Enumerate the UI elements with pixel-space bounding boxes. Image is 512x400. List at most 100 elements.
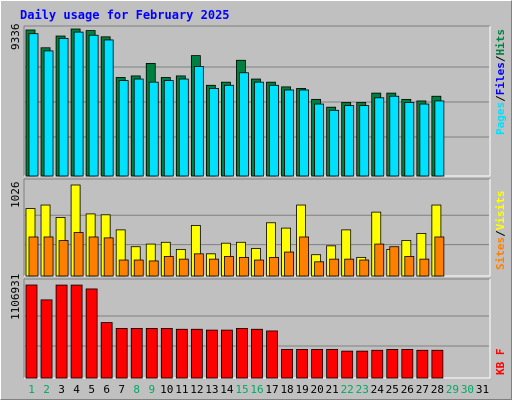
sites-bar-day-5: [88, 236, 99, 277]
files-bar-day-14: [224, 84, 234, 177]
kbytes-bar-day-6: [100, 322, 113, 379]
kbytes-bar-day-23: [356, 350, 369, 379]
legend-panel-3: KB F: [494, 349, 507, 376]
sites-bar-day-15: [239, 256, 249, 277]
kbytes-bar-day-18: [281, 349, 293, 379]
x-tick-label: 14: [220, 383, 234, 396]
files-bar-day-23: [359, 105, 370, 177]
x-tick-label: 18: [280, 383, 293, 396]
x-tick-label: 4: [73, 383, 80, 396]
sites-bar-day-8: [133, 259, 144, 277]
sites-bar-day-17: [269, 256, 279, 277]
sites-bar-day-4: [73, 232, 84, 277]
kbytes-bar-day-9: [145, 328, 158, 379]
files-bar-day-27: [419, 103, 430, 177]
kbytes-bar-day-12: [190, 328, 203, 379]
kbytes-bar-day-5: [85, 288, 98, 379]
legend-panel-2: Sites/Visits: [494, 191, 507, 271]
sites-bar-day-27: [419, 258, 430, 277]
x-tick-label: 28: [431, 383, 444, 396]
kbytes-bar-day-3: [55, 284, 68, 379]
kbytes-bar-day-10: [160, 328, 173, 379]
legend-files: Files: [494, 62, 507, 95]
x-tick-label: 26: [401, 383, 414, 396]
sites-bar-day-18: [284, 251, 294, 277]
kbytes-bar-day-17: [266, 330, 278, 379]
legend-separator: /: [494, 95, 507, 102]
sites-bar-day-24: [374, 243, 385, 277]
sites-bar-day-16: [254, 259, 264, 277]
sites-bar-day-13: [208, 258, 219, 277]
files-bar-day-7: [118, 80, 129, 177]
files-bar-day-28: [434, 100, 445, 177]
sites-bar-day-21: [329, 258, 340, 277]
x-tick-label: 21: [326, 383, 339, 396]
x-tick-label: 6: [103, 383, 110, 396]
files-bar-day-13: [208, 88, 219, 177]
legend-panel-1: Pages/Files/Hits: [494, 29, 507, 135]
legend-separator: /: [494, 230, 507, 237]
sites-bar-day-2: [43, 236, 54, 277]
sites-bar-day-11: [178, 258, 189, 277]
kbytes-bar-day-4: [70, 284, 83, 379]
sites-bar-day-25: [389, 246, 400, 277]
kbytes-bar-day-24: [371, 349, 384, 379]
files-bar-day-22: [344, 105, 355, 177]
kbytes-bar-day-13: [205, 329, 218, 379]
x-tick-label: 13: [205, 383, 218, 396]
files-bar-day-19: [299, 89, 309, 177]
files-bar-day-25: [389, 95, 400, 177]
legend-separator: /: [494, 55, 507, 62]
files-bar-day-21: [329, 109, 340, 177]
kbytes-bar-day-15: [236, 328, 248, 379]
chart-title: Daily usage for February 2025: [20, 8, 230, 22]
kbytes-max-label: 1106931: [9, 274, 22, 320]
sites-bar-day-12: [193, 253, 204, 277]
files-bar-day-6: [103, 39, 114, 177]
files-bar-day-16: [254, 81, 264, 177]
kbytes-bar-day-7: [115, 328, 128, 379]
x-tick-label: 9: [148, 383, 155, 396]
kbytes-bar-day-19: [296, 349, 308, 379]
legend-pages: Pages: [494, 102, 507, 135]
kbytes-bar-day-16: [251, 328, 263, 379]
kbytes-bar-day-28: [431, 349, 444, 379]
kbytes-bar-day-25: [386, 349, 399, 379]
visits-max-label: 1026: [9, 182, 22, 209]
kbytes-bar-day-1: [25, 284, 38, 379]
files-bar-day-11: [178, 78, 189, 177]
x-tick-label: 15: [235, 383, 248, 396]
sites-bar-day-23: [359, 259, 370, 277]
kbytes-bar-day-2: [40, 299, 53, 379]
sites-bar-day-20: [314, 261, 325, 277]
sites-bar-day-1: [28, 236, 39, 277]
kbytes-bar-day-27: [416, 349, 429, 379]
legend-hits: Hits: [494, 29, 507, 56]
legend-visits: Visits: [494, 191, 507, 231]
x-tick-label: 17: [265, 383, 278, 396]
sites-bar-day-19: [299, 236, 309, 277]
sites-bar-day-10: [163, 256, 174, 277]
sites-bar-day-26: [404, 256, 415, 277]
x-tick-label: 25: [386, 383, 399, 396]
files-bar-day-8: [133, 78, 144, 177]
x-tick-label: 8: [133, 383, 140, 396]
x-tick-label: 20: [311, 383, 324, 396]
files-bar-day-17: [269, 84, 279, 177]
x-tick-label: 19: [295, 383, 308, 396]
files-bar-day-9: [148, 81, 159, 177]
x-tick-label: 2: [43, 383, 50, 396]
x-tick-label: 3: [58, 383, 65, 396]
sites-bar-day-9: [148, 260, 159, 277]
files-bar-day-12: [193, 66, 204, 177]
files-bar-day-5: [88, 34, 99, 177]
files-bar-day-18: [284, 89, 294, 177]
x-tick-label: 31: [476, 383, 489, 396]
sites-bar-day-28: [434, 236, 445, 277]
x-tick-label: 29: [446, 383, 459, 396]
x-tick-label: 11: [175, 383, 188, 396]
x-tick-label: 24: [371, 383, 385, 396]
hits-max-label: 9336: [9, 24, 22, 51]
kbytes-bar-day-21: [326, 349, 339, 379]
